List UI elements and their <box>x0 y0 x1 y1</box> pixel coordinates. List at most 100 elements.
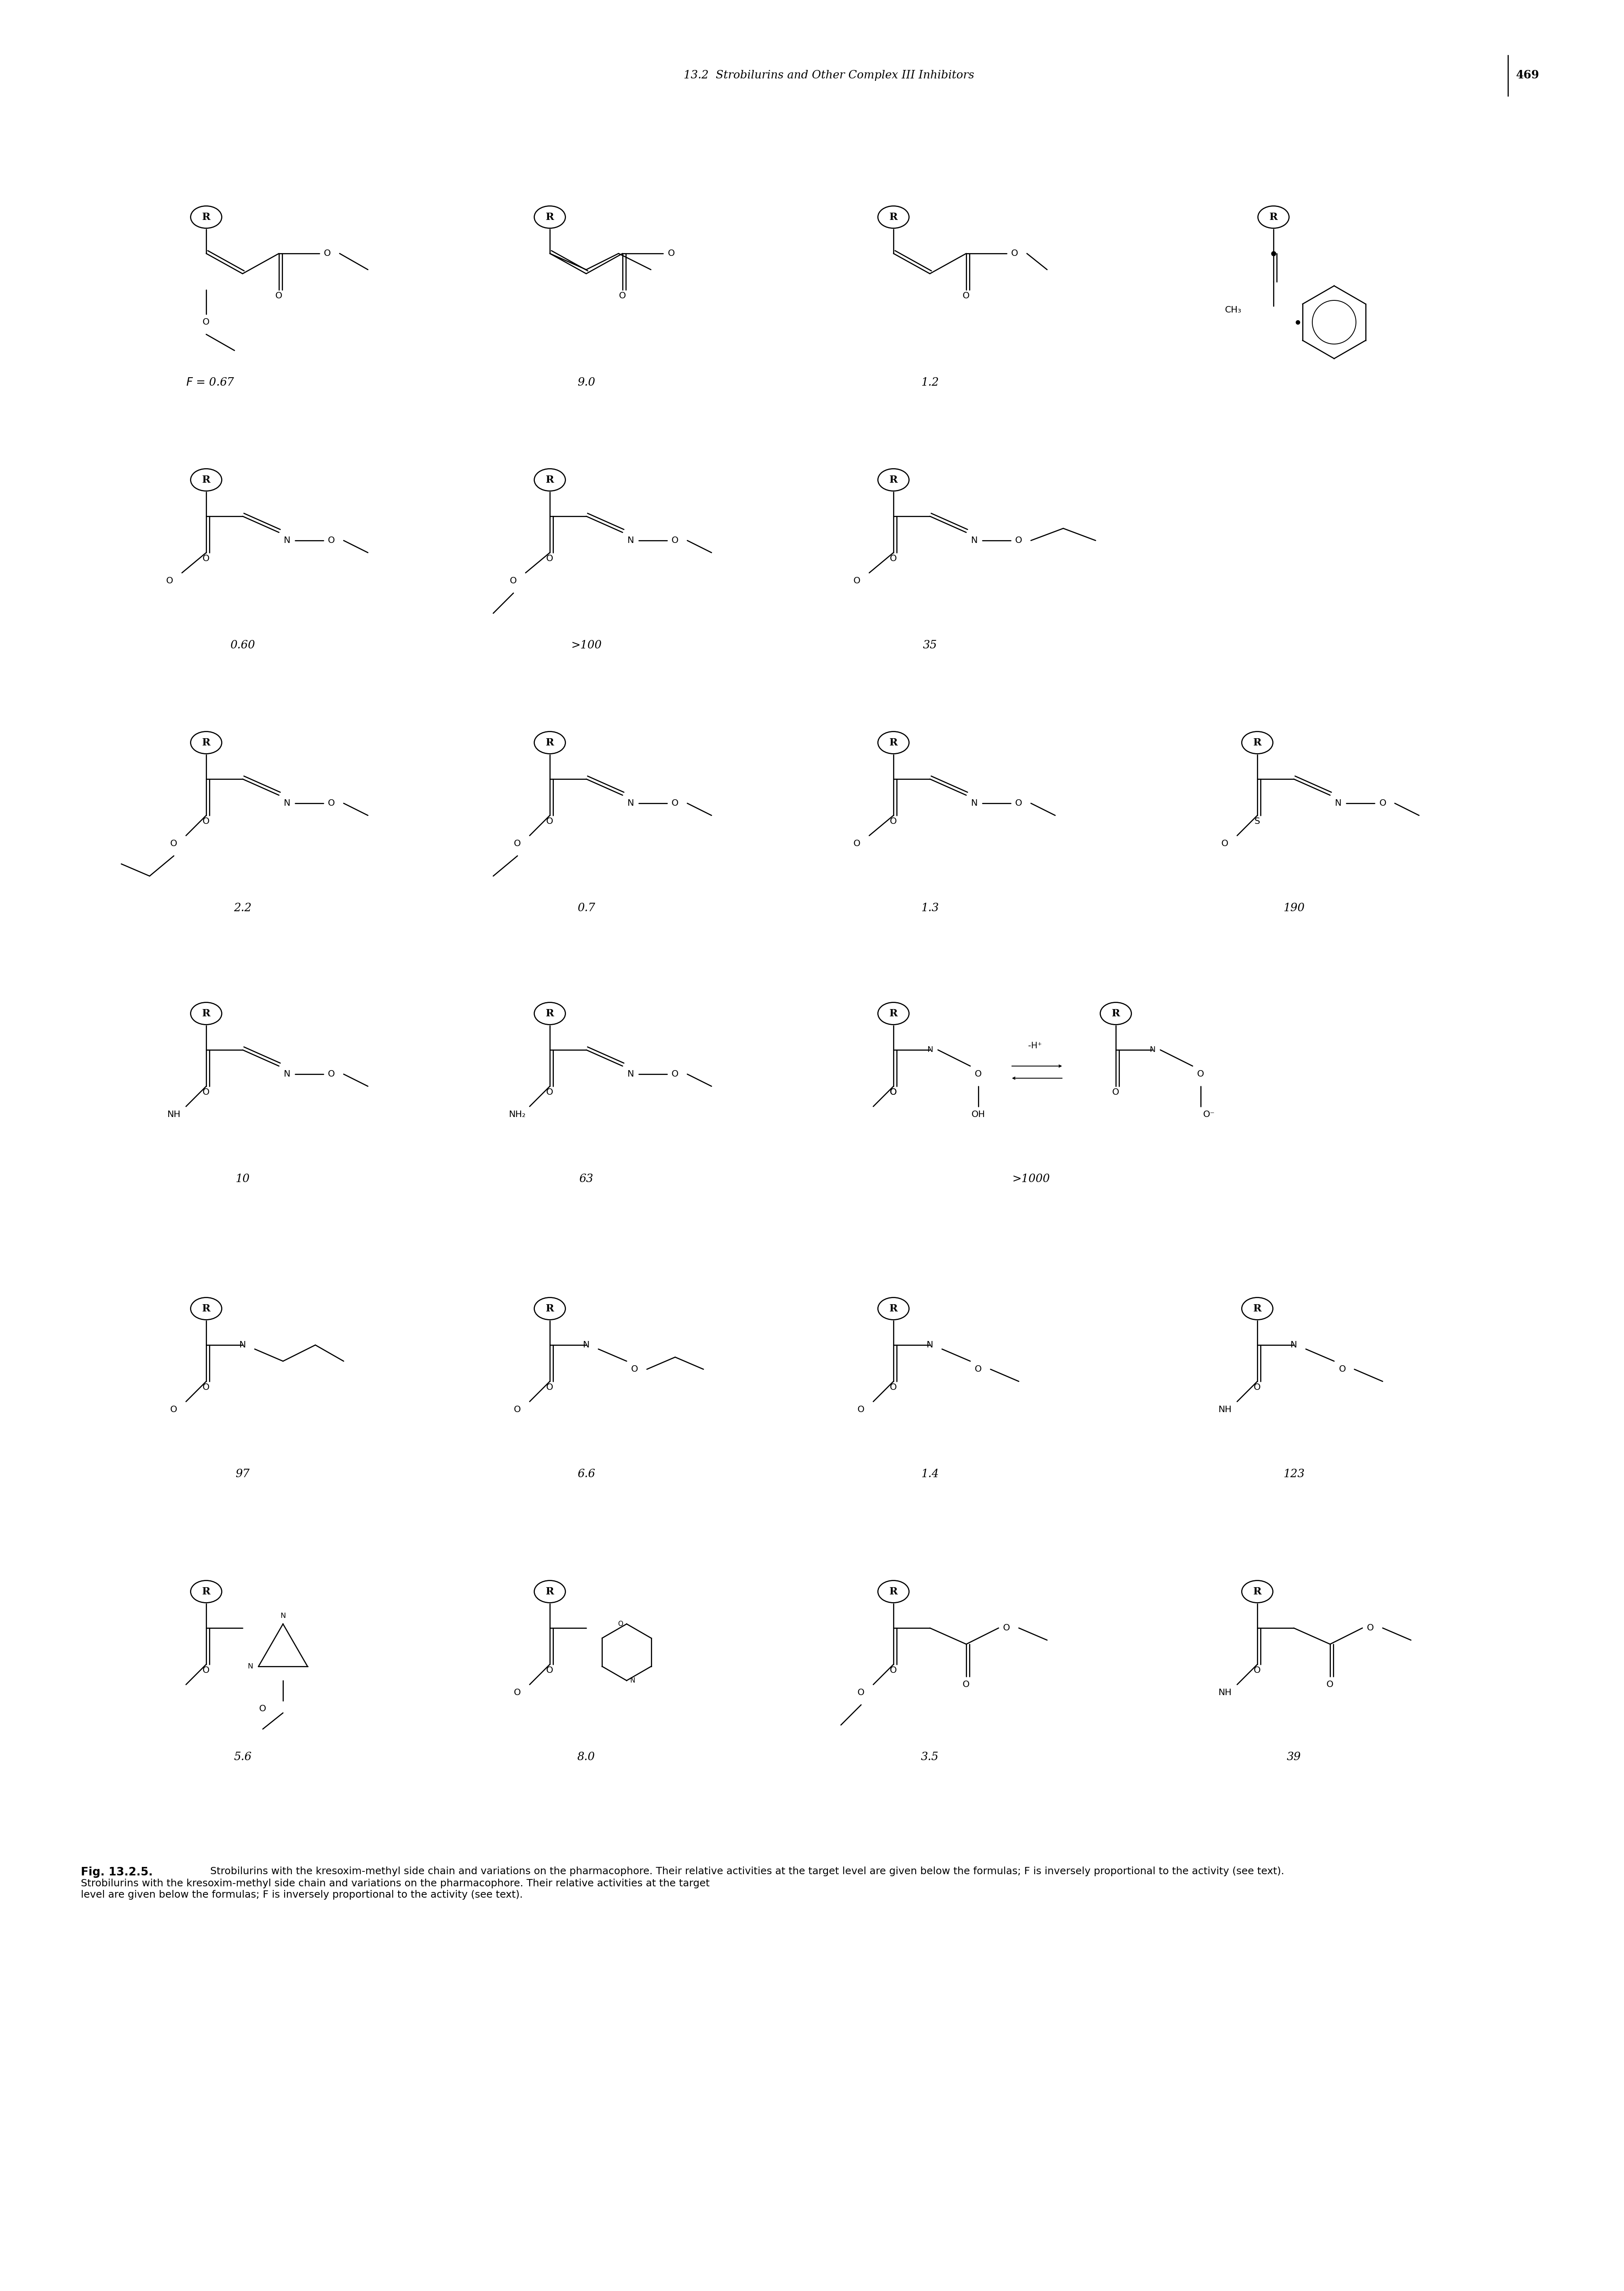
Text: O: O <box>323 250 331 257</box>
Text: Strobilurins with the kresoxim-methyl side chain and variations on the pharmacop: Strobilurins with the kresoxim-methyl si… <box>81 1879 710 1899</box>
Text: O: O <box>854 841 861 848</box>
Text: O: O <box>890 1384 896 1391</box>
Text: R: R <box>201 213 211 222</box>
Text: O: O <box>203 1666 209 1675</box>
Text: O: O <box>974 1070 983 1079</box>
Text: O: O <box>1254 1384 1260 1391</box>
Text: S: S <box>1254 818 1260 825</box>
Text: N: N <box>627 536 633 545</box>
Text: OH: OH <box>971 1111 986 1118</box>
Text: N: N <box>971 536 978 545</box>
Text: O: O <box>510 577 516 584</box>
Text: O: O <box>276 291 283 300</box>
Text: R: R <box>201 738 211 747</box>
Text: 9.0: 9.0 <box>577 378 594 387</box>
Text: 190: 190 <box>1283 903 1304 914</box>
Text: N: N <box>630 1677 635 1684</box>
Text: N: N <box>284 536 291 545</box>
Text: O: O <box>171 1407 177 1414</box>
Text: N: N <box>1291 1340 1298 1349</box>
Text: R: R <box>546 1008 554 1019</box>
Text: Strobilurins with the kresoxim-methyl side chain and variations on the pharmacop: Strobilurins with the kresoxim-methyl si… <box>209 1867 1285 1876</box>
Text: R: R <box>1270 213 1278 222</box>
Text: O: O <box>890 554 896 564</box>
Text: N: N <box>1335 800 1341 806</box>
Text: N: N <box>281 1613 286 1620</box>
Text: O: O <box>1379 800 1387 806</box>
Text: R: R <box>1111 1008 1121 1019</box>
Text: 97: 97 <box>235 1469 250 1480</box>
Text: O: O <box>546 554 554 564</box>
Text: O: O <box>667 250 674 257</box>
Text: O: O <box>890 1088 896 1097</box>
Text: R: R <box>1254 1588 1262 1597</box>
Text: NH: NH <box>1218 1688 1231 1698</box>
Text: O: O <box>260 1705 266 1714</box>
Text: O: O <box>1367 1624 1374 1631</box>
Text: >100: >100 <box>570 639 601 651</box>
Text: O: O <box>890 1088 896 1097</box>
Text: Fig. 13.2.5.: Fig. 13.2.5. <box>81 1867 153 1879</box>
Text: R: R <box>201 1008 211 1019</box>
Text: O: O <box>963 1682 970 1688</box>
Text: R: R <box>201 1304 211 1313</box>
Text: 1.3: 1.3 <box>921 903 939 914</box>
Text: O: O <box>1254 1666 1260 1675</box>
Text: O: O <box>1012 250 1018 257</box>
Text: R: R <box>890 1588 898 1597</box>
Text: O: O <box>1197 1070 1205 1079</box>
Text: O: O <box>203 818 209 825</box>
Text: O: O <box>1221 841 1228 848</box>
Text: R: R <box>546 1588 554 1597</box>
Text: N: N <box>284 800 291 806</box>
Text: R: R <box>1254 738 1262 747</box>
Text: O: O <box>1338 1365 1346 1372</box>
Text: N: N <box>627 800 633 806</box>
Text: >1000: >1000 <box>1012 1173 1049 1184</box>
Text: R: R <box>890 474 898 486</box>
Text: O: O <box>1327 1682 1333 1688</box>
Text: O: O <box>328 800 335 806</box>
Text: R: R <box>890 738 898 747</box>
Text: R: R <box>546 474 554 486</box>
Text: O: O <box>974 1365 983 1372</box>
Text: 10: 10 <box>235 1173 250 1184</box>
Text: R: R <box>201 474 211 486</box>
Text: R: R <box>546 738 554 747</box>
Text: N: N <box>583 1340 590 1349</box>
Text: O: O <box>328 1070 335 1079</box>
Text: N: N <box>971 800 978 806</box>
Text: N: N <box>927 1047 932 1054</box>
Text: O: O <box>1015 536 1023 545</box>
Text: N: N <box>284 1070 291 1079</box>
Text: -H⁺: -H⁺ <box>1028 1042 1043 1049</box>
Text: NH: NH <box>167 1111 180 1118</box>
Text: O: O <box>203 1384 209 1391</box>
Text: O: O <box>203 554 209 564</box>
Text: R: R <box>890 1304 898 1313</box>
Text: O: O <box>546 1384 554 1391</box>
Text: O: O <box>619 1620 624 1627</box>
Text: 6.6: 6.6 <box>577 1469 594 1480</box>
Text: O: O <box>513 1407 521 1414</box>
Text: N: N <box>248 1663 253 1670</box>
Text: 8.0: 8.0 <box>577 1753 594 1762</box>
Text: O: O <box>1112 1088 1119 1097</box>
Text: N: N <box>239 1340 245 1349</box>
Text: O: O <box>672 800 679 806</box>
Text: O: O <box>672 536 679 545</box>
Text: 3.5: 3.5 <box>921 1753 939 1762</box>
Text: O: O <box>513 841 521 848</box>
Text: O: O <box>1015 800 1023 806</box>
Text: CH₃: CH₃ <box>1224 307 1241 314</box>
Text: O: O <box>854 577 861 584</box>
Text: N: N <box>1150 1047 1155 1054</box>
Text: R: R <box>201 1588 211 1597</box>
Text: 13.2  Strobilurins and Other Complex III Inhibitors: 13.2 Strobilurins and Other Complex III … <box>684 71 974 80</box>
Text: 0.7: 0.7 <box>577 903 594 914</box>
Text: 123: 123 <box>1283 1469 1304 1480</box>
Text: O: O <box>546 1088 554 1097</box>
Text: 39: 39 <box>1286 1753 1301 1762</box>
Text: O: O <box>890 1666 896 1675</box>
Text: 35: 35 <box>922 639 937 651</box>
